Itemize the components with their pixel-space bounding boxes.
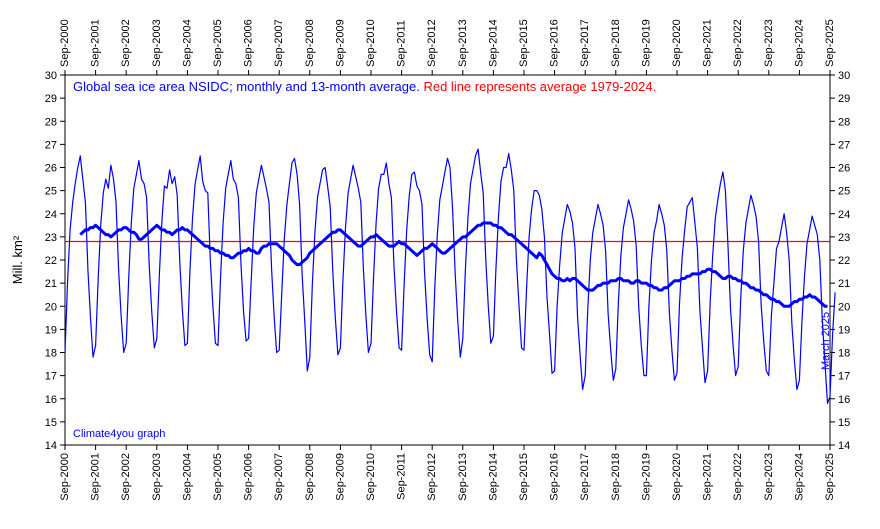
y-tick-left: 21 xyxy=(45,278,57,290)
chart-caption: Global sea ice area NSIDC; monthly and 1… xyxy=(73,79,656,94)
y-tick-right: 25 xyxy=(838,186,850,198)
x-tick-bottom: Sep-2001 xyxy=(90,453,102,501)
y-tick-right: 30 xyxy=(838,70,850,82)
y-tick-left: 15 xyxy=(45,417,57,429)
x-tick-bottom: Sep-2003 xyxy=(151,453,163,501)
y-tick-left: 24 xyxy=(45,209,57,221)
x-tick-top: Sep-2011 xyxy=(396,20,408,67)
y-tick-right: 24 xyxy=(838,209,850,221)
x-tick-top: Sep-2023 xyxy=(763,19,775,67)
caption-part2: Red line represents average 1979-2024. xyxy=(423,79,656,94)
x-tick-top: Sep-2001 xyxy=(90,19,102,67)
x-tick-top: Sep-2019 xyxy=(640,19,652,67)
x-tick-top: Sep-2016 xyxy=(549,19,561,67)
y-tick-right: 19 xyxy=(838,324,850,336)
y-tick-left: 27 xyxy=(45,139,57,151)
y-tick-right: 26 xyxy=(838,163,850,175)
y-tick-right: 27 xyxy=(838,139,850,151)
x-tick-top: Sep-2004 xyxy=(181,19,193,67)
x-tick-bottom: Sep-2015 xyxy=(518,453,530,501)
y-tick-left: 23 xyxy=(45,232,57,244)
y-tick-left: 14 xyxy=(45,440,57,452)
x-tick-bottom: Sep-2008 xyxy=(304,453,316,501)
credit-text: Climate4you graph xyxy=(73,428,165,440)
x-tick-bottom: Sep-2010 xyxy=(365,453,377,501)
y-tick-left: 16 xyxy=(45,394,57,406)
end-label: March 2025 xyxy=(820,312,832,370)
x-tick-top: Sep-2000 xyxy=(59,19,71,67)
x-tick-top: Sep-2006 xyxy=(243,19,255,67)
y-axis-label: Mill. km² xyxy=(10,235,25,284)
x-tick-top: Sep-2025 xyxy=(824,19,836,67)
y-tick-left: 20 xyxy=(45,301,57,313)
x-tick-top: Sep-2002 xyxy=(120,19,132,67)
x-tick-top: Sep-2015 xyxy=(518,19,530,67)
y-tick-left: 26 xyxy=(45,163,57,175)
x-tick-bottom: Sep-2023 xyxy=(763,453,775,501)
y-tick-left: 17 xyxy=(45,371,57,383)
y-tick-right: 29 xyxy=(838,93,850,105)
x-tick-bottom: Sep-2004 xyxy=(181,453,193,501)
y-tick-right: 18 xyxy=(838,348,850,360)
x-tick-top: Sep-2009 xyxy=(334,19,346,67)
x-tick-bottom: Sep-2012 xyxy=(426,453,438,501)
x-tick-bottom: Sep-2024 xyxy=(793,453,805,501)
y-tick-right: 20 xyxy=(838,301,850,313)
x-tick-bottom: Sep-2002 xyxy=(120,453,132,501)
x-tick-top: Sep-2013 xyxy=(457,19,469,67)
y-tick-left: 18 xyxy=(45,348,57,360)
x-tick-bottom: Sep-2016 xyxy=(549,453,561,501)
x-tick-bottom: Sep-2018 xyxy=(610,453,622,501)
y-tick-right: 28 xyxy=(838,116,850,128)
caption-part1: Global sea ice area NSIDC; monthly and 1… xyxy=(73,79,423,94)
x-tick-bottom: Sep-2013 xyxy=(457,453,469,501)
x-tick-bottom: Sep-2021 xyxy=(702,453,714,501)
y-tick-right: 14 xyxy=(838,440,850,452)
x-tick-top: Sep-2003 xyxy=(151,19,163,67)
x-tick-top: Sep-2012 xyxy=(426,19,438,67)
y-tick-right: 17 xyxy=(838,371,850,383)
x-tick-bottom: Sep-2025 xyxy=(824,453,836,501)
x-tick-bottom: Sep-2019 xyxy=(640,453,652,501)
sea-ice-chart: 14 14 15 15 16 16 17 17 18 18 19 19 20 20 21 21 22 22 23 23… xyxy=(0,0,880,529)
x-tick-bottom: Sep-2000 xyxy=(59,453,71,501)
x-tick-top: Sep-2007 xyxy=(273,19,285,67)
x-tick-bottom: Sep-2009 xyxy=(334,453,346,501)
x-tick-top: Sep-2024 xyxy=(793,19,805,67)
x-tick-top: Sep-2008 xyxy=(304,19,316,67)
y-tick-right: 15 xyxy=(838,417,850,429)
y-tick-left: 22 xyxy=(45,255,57,267)
x-tick-bottom: Sep-2022 xyxy=(732,453,744,501)
x-tick-bottom: Sep-2017 xyxy=(579,453,591,501)
x-tick-top: Sep-2021 xyxy=(702,19,714,67)
x-tick-bottom: Sep-2005 xyxy=(212,453,224,501)
x-tick-top: Sep-2018 xyxy=(610,19,622,67)
x-tick-bottom: Sep-2007 xyxy=(273,453,285,501)
y-tick-left: 28 xyxy=(45,116,57,128)
x-tick-bottom: Sep-2020 xyxy=(671,453,683,501)
y-tick-right: 21 xyxy=(838,278,850,290)
x-tick-bottom: Sep-2014 xyxy=(487,453,499,501)
y-tick-right: 22 xyxy=(838,255,850,267)
y-tick-right: 16 xyxy=(838,394,850,406)
x-tick-top: Sep-2017 xyxy=(579,19,591,67)
x-tick-bottom: Sep-2011 xyxy=(396,453,408,500)
x-tick-top: Sep-2005 xyxy=(212,19,224,67)
y-tick-left: 25 xyxy=(45,186,57,198)
y-tick-left: 30 xyxy=(45,70,57,82)
x-tick-top: Sep-2010 xyxy=(365,19,377,67)
x-tick-top: Sep-2020 xyxy=(671,19,683,67)
x-tick-top: Sep-2014 xyxy=(487,19,499,67)
y-tick-left: 29 xyxy=(45,93,57,105)
x-tick-bottom: Sep-2006 xyxy=(243,453,255,501)
y-tick-left: 19 xyxy=(45,324,57,336)
x-tick-top: Sep-2022 xyxy=(732,19,744,67)
y-tick-right: 23 xyxy=(838,232,850,244)
